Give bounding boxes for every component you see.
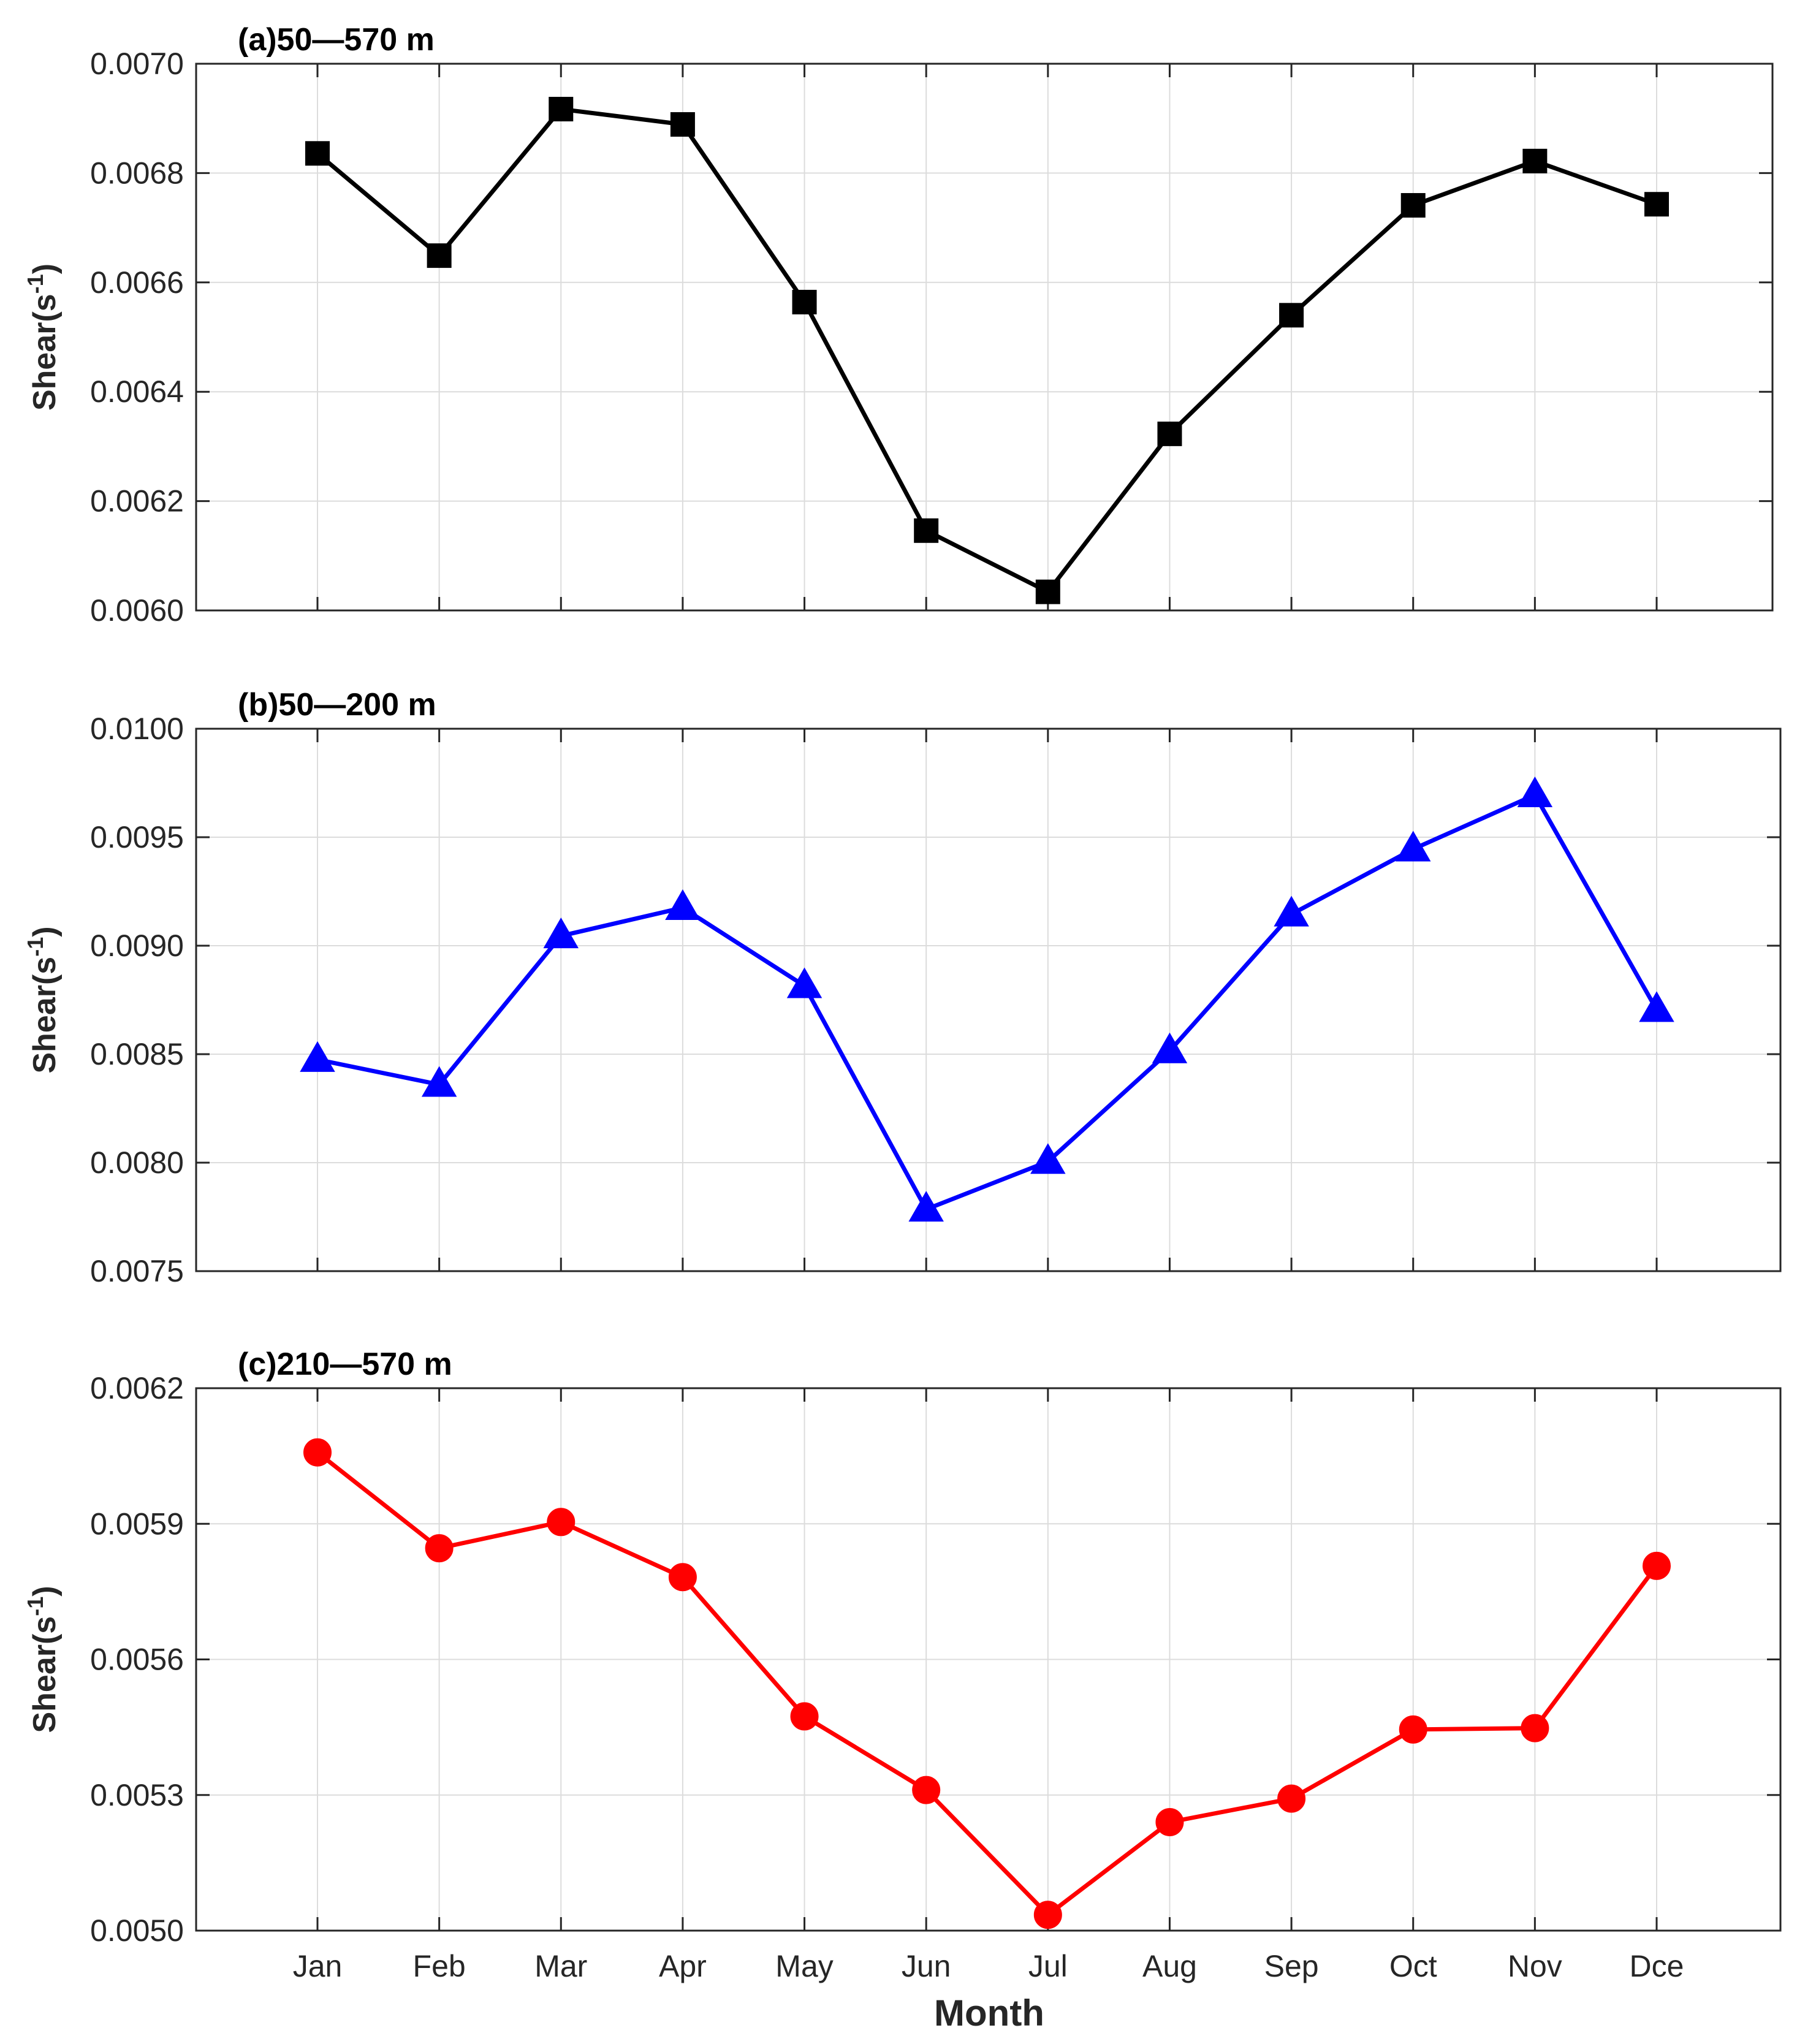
- x-tick-label: May: [775, 1949, 833, 1983]
- data-point-circle: [425, 1534, 454, 1563]
- data-point-triangle: [300, 1041, 335, 1072]
- chart-panel-3: 0.0050 0.0053 0.0056 0.0059 0.0062 Jan Feb Mar A…: [23, 1347, 1782, 1983]
- series-line: [316, 107, 1658, 595]
- panel-title: (a)50—570 m: [238, 22, 435, 58]
- data-point-triangle: [1152, 1032, 1188, 1063]
- data-point-square: [1644, 192, 1669, 217]
- data-point-square: [1522, 148, 1548, 173]
- x-tick-label: Nov: [1508, 1949, 1562, 1983]
- data-point-triangle: [665, 889, 701, 921]
- series-line: [316, 1450, 1658, 1917]
- data-point-triangle: [908, 1191, 944, 1222]
- x-tick-label: Sep: [1264, 1949, 1319, 1983]
- y-tick-label: 0.0095: [90, 820, 184, 854]
- y-tick-label: 0.0080: [90, 1145, 184, 1180]
- x-tick-label: Jan: [293, 1949, 343, 1983]
- data-point-triangle: [1274, 895, 1309, 927]
- y-tick-label: 0.0085: [90, 1037, 184, 1071]
- data-point-square: [1035, 579, 1060, 604]
- panel-title: (b)50—200 m: [238, 687, 436, 723]
- chart-panel-2: 0.0075 0.0080 0.0085 0.0090 0.0095 0.0100 (b)5…: [23, 687, 1782, 1288]
- data-point-triangle: [1639, 991, 1674, 1022]
- data-point-triangle: [1517, 776, 1553, 807]
- y-tick-label: 0.0066: [90, 265, 184, 300]
- axes-box: [195, 728, 1782, 1272]
- data-point-triangle: [1395, 830, 1431, 862]
- y-tick-label: 0.0100: [90, 712, 184, 746]
- x-tick-label: Feb: [413, 1949, 466, 1983]
- data-point-triangle: [543, 918, 579, 949]
- data-point-circle: [547, 1508, 576, 1537]
- chart-panel-1: 0.0060 0.0062 0.0064 0.0066 0.0068 0.0070 (a)5…: [23, 22, 1774, 628]
- y-tick-label: 0.0062: [90, 484, 184, 519]
- y-tick-label: 0.0090: [90, 929, 184, 963]
- axes-box: [195, 1387, 1782, 1932]
- data-point-circle: [1521, 1714, 1549, 1742]
- data-point-circle: [1643, 1551, 1671, 1580]
- data-point-triangle: [1030, 1143, 1066, 1174]
- data-point-circle: [1033, 1901, 1062, 1929]
- x-tick-label: Jun: [902, 1949, 951, 1983]
- data-point-triangle: [786, 967, 823, 998]
- x-tick-label: Apr: [659, 1949, 707, 1983]
- y-tick-label: 0.0050: [90, 1913, 184, 1948]
- axes-box: [195, 63, 1774, 612]
- y-tick-label: 0.0075: [90, 1254, 184, 1288]
- data-point-square: [549, 97, 574, 122]
- x-tick-label: Jul: [1028, 1949, 1068, 1983]
- y-axis-title: Shear(s-1): [23, 264, 63, 411]
- y-axis-title: Shear(s-1): [23, 1586, 63, 1733]
- data-point-square: [1400, 193, 1426, 218]
- data-point-square: [792, 289, 817, 314]
- y-tick-label: 0.0059: [90, 1506, 184, 1541]
- x-tick-label: Oct: [1389, 1949, 1437, 1983]
- data-point-circle: [912, 1776, 941, 1804]
- y-tick-label: 0.0064: [90, 374, 184, 409]
- y-axis-title: Shear(s-1): [23, 926, 63, 1073]
- data-point-circle: [1277, 1784, 1306, 1813]
- x-axis-title: Month: [934, 1993, 1044, 2034]
- data-point-circle: [1399, 1715, 1427, 1744]
- data-point-circle: [1155, 1808, 1184, 1836]
- data-point-square: [427, 243, 452, 268]
- y-tick-label: 0.0068: [90, 156, 184, 190]
- data-point-square: [1157, 421, 1182, 446]
- data-point-triangle: [421, 1066, 457, 1097]
- y-tick-label: 0.0056: [90, 1643, 184, 1677]
- x-tick-label: Mar: [534, 1949, 587, 1983]
- data-point-circle: [790, 1702, 819, 1731]
- y-tick-label: 0.0060: [90, 593, 184, 628]
- x-tick-label: Dce: [1630, 1949, 1684, 1983]
- data-point-square: [670, 112, 695, 137]
- data-point-square: [914, 518, 939, 543]
- panel-title: (c)210—570 m: [238, 1347, 452, 1382]
- data-point-circle: [668, 1563, 697, 1592]
- data-point-circle: [303, 1438, 332, 1467]
- x-tick-label: Aug: [1142, 1949, 1197, 1983]
- y-tick-label: 0.0070: [90, 47, 184, 81]
- data-point-square: [1279, 303, 1304, 328]
- y-tick-label: 0.0062: [90, 1371, 184, 1405]
- series-line: [317, 792, 1659, 1212]
- y-tick-label: 0.0053: [90, 1778, 184, 1812]
- data-point-square: [305, 141, 330, 166]
